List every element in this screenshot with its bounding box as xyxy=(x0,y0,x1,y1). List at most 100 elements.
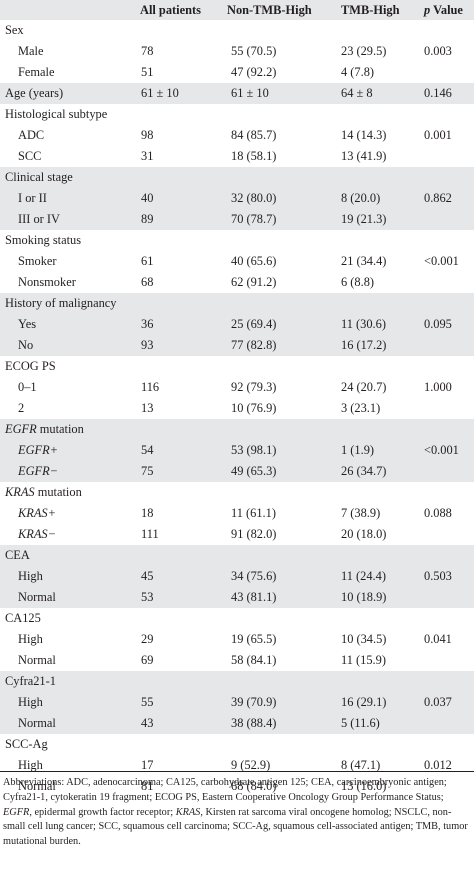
row-label: I or II xyxy=(0,188,132,209)
row-label: Nonsmoker xyxy=(18,275,76,289)
cell-non-tmb-high: 32 (80.0) xyxy=(227,188,337,209)
table-row: III or IV 89 70 (78.7) 19 (21.3) xyxy=(0,209,474,230)
footnote-kras: KRAS xyxy=(175,806,201,818)
cell-tmb-high: 14 (14.3) xyxy=(341,128,387,142)
cell-p-value xyxy=(424,398,474,419)
cell-non-tmb-high: 43 (81.1) xyxy=(227,587,337,608)
cell-p-value: 0.095 xyxy=(424,314,474,335)
cell-all-patients: 98 xyxy=(141,128,154,142)
group-title: Smoking status xyxy=(5,233,82,247)
group-title-row: CEA xyxy=(0,545,474,566)
cell-p-value xyxy=(424,146,474,167)
cell-non-tmb-high: 58 (84.1) xyxy=(231,653,277,667)
group-title: CEA xyxy=(0,545,474,566)
table-row: Normal 43 38 (88.4) 5 (11.6) xyxy=(0,713,474,734)
cell-tmb-high: 24 (20.7) xyxy=(341,380,387,394)
row-label: EGFR− xyxy=(0,461,132,482)
row-label: KRAS+ xyxy=(18,506,56,520)
cell-non-tmb-high: 92 (79.3) xyxy=(231,380,277,394)
table-row: No 93 77 (82.8) 16 (17.2) xyxy=(0,335,474,356)
cell-tmb-high: 13 (41.9) xyxy=(341,149,387,163)
group-title-row: Clinical stage xyxy=(0,167,474,188)
footnote-text-1: Abbreviations: ADC, adenocarcinoma; CA12… xyxy=(3,777,447,803)
cell-tmb-high: 16 (17.2) xyxy=(337,335,424,356)
row-label: Normal xyxy=(18,653,56,667)
cell-p-value xyxy=(424,524,474,545)
cell-p-value: 0.146 xyxy=(424,83,474,104)
row-label: Male xyxy=(18,44,44,58)
row-label: High xyxy=(0,692,132,713)
cell-all-patients: 69 xyxy=(141,653,154,667)
row-label: KRAS− xyxy=(18,527,56,541)
cell-all-patients: 93 xyxy=(132,335,227,356)
table-row: SCC 31 18 (58.1) 13 (41.9) xyxy=(0,146,474,167)
group-title: EGFR mutation xyxy=(0,419,474,440)
cell-all-patients: 75 xyxy=(132,461,227,482)
cell-all-patients: 111 xyxy=(141,527,159,541)
group-title-italic: EGFR xyxy=(5,422,37,436)
table-row: High 29 19 (65.5) 10 (34.5) 0.041 xyxy=(0,629,474,650)
row-label: High xyxy=(18,632,43,646)
cell-all-patients: 18 xyxy=(141,506,154,520)
cell-tmb-high: 7 (38.9) xyxy=(341,506,381,520)
group-title-row: KRAS mutation xyxy=(0,482,474,503)
cell-all-patients: 13 xyxy=(141,401,154,415)
cell-all-patients: 68 xyxy=(141,275,154,289)
cell-tmb-high: 8 (20.0) xyxy=(337,188,424,209)
footnote-rule xyxy=(0,771,474,772)
cell-non-tmb-high: 55 (70.5) xyxy=(231,44,277,58)
cell-non-tmb-high: 19 (65.5) xyxy=(231,632,277,646)
cell-tmb-high: 10 (34.5) xyxy=(341,632,387,646)
table-row: Male 78 55 (70.5) 23 (29.5) 0.003 xyxy=(0,41,474,62)
cell-tmb-high: 10 (18.9) xyxy=(337,587,424,608)
table-row: I or II 40 32 (80.0) 8 (20.0) 0.862 xyxy=(0,188,474,209)
cell-non-tmb-high: 47 (92.2) xyxy=(231,65,277,79)
patient-characteristics-table: All patients Non-TMB-High TMB-High p Val… xyxy=(0,0,474,797)
cell-non-tmb-high: 9 (52.9) xyxy=(231,758,271,772)
cell-all-patients: 54 xyxy=(132,440,227,461)
cell-all-patients: 116 xyxy=(141,380,160,394)
table-row: High 45 34 (75.6) 11 (24.4) 0.503 xyxy=(0,566,474,587)
cell-non-tmb-high: 38 (88.4) xyxy=(227,713,337,734)
cell-p-value: 0.003 xyxy=(424,44,452,58)
group-title-row: ECOG PS xyxy=(0,356,474,377)
cell-p-value: 0.037 xyxy=(424,692,474,713)
footnote-text-3: , Kirsten rat sarcoma viral oncogene hom… xyxy=(3,806,468,848)
row-label: 2 xyxy=(18,401,25,415)
group-title: Histological subtype xyxy=(5,107,108,121)
cell-non-tmb-high: 62 (91.2) xyxy=(231,275,277,289)
cell-p-value: 1.000 xyxy=(424,380,452,394)
header-p-italic: p xyxy=(424,2,431,17)
row-label: III or IV xyxy=(0,209,132,230)
row-label: Normal xyxy=(0,713,132,734)
group-title: KRAS mutation xyxy=(0,482,474,503)
cell-all-patients: 17 xyxy=(141,758,154,772)
cell-all-patients: 40 xyxy=(132,188,227,209)
table-row: KRAS− 111 91 (82.0) 20 (18.0) xyxy=(0,524,474,545)
cell-p-value xyxy=(424,461,474,482)
table-row: Normal 53 43 (81.1) 10 (18.9) xyxy=(0,587,474,608)
row-label: EGFR+ xyxy=(0,440,132,461)
cell-non-tmb-high: 77 (82.8) xyxy=(227,335,337,356)
group-title-row: SCC-Ag xyxy=(0,734,474,755)
cell-non-tmb-high: 68 (84.0) xyxy=(231,779,277,793)
table-row: Yes 36 25 (69.4) 11 (30.6) 0.095 xyxy=(0,314,474,335)
cell-p-value xyxy=(424,272,474,293)
group-title-italic: KRAS xyxy=(5,485,35,499)
group-title: Cyfra21-1 xyxy=(0,671,474,692)
cell-tmb-high: 16 (29.1) xyxy=(337,692,424,713)
group-title-rest: mutation xyxy=(36,422,84,436)
table-row: Smoker 61 40 (65.6) 21 (34.4) <0.001 xyxy=(0,251,474,272)
cell-tmb-high: 23 (29.5) xyxy=(341,44,387,58)
cell-p-value xyxy=(424,587,474,608)
group-title: History of malignancy xyxy=(0,293,474,314)
cell-non-tmb-high: 84 (85.7) xyxy=(231,128,277,142)
table-row: Normal 81 68 (84.0) 13 (16.0) xyxy=(0,776,474,797)
cell-tmb-high: 1 (1.9) xyxy=(337,440,424,461)
row-label: ADC xyxy=(18,128,45,142)
cell-all-patients: 43 xyxy=(132,713,227,734)
cell-tmb-high: 5 (11.6) xyxy=(337,713,424,734)
cell-tmb-high: 3 (23.1) xyxy=(341,401,381,415)
cell-p-value xyxy=(424,209,474,230)
